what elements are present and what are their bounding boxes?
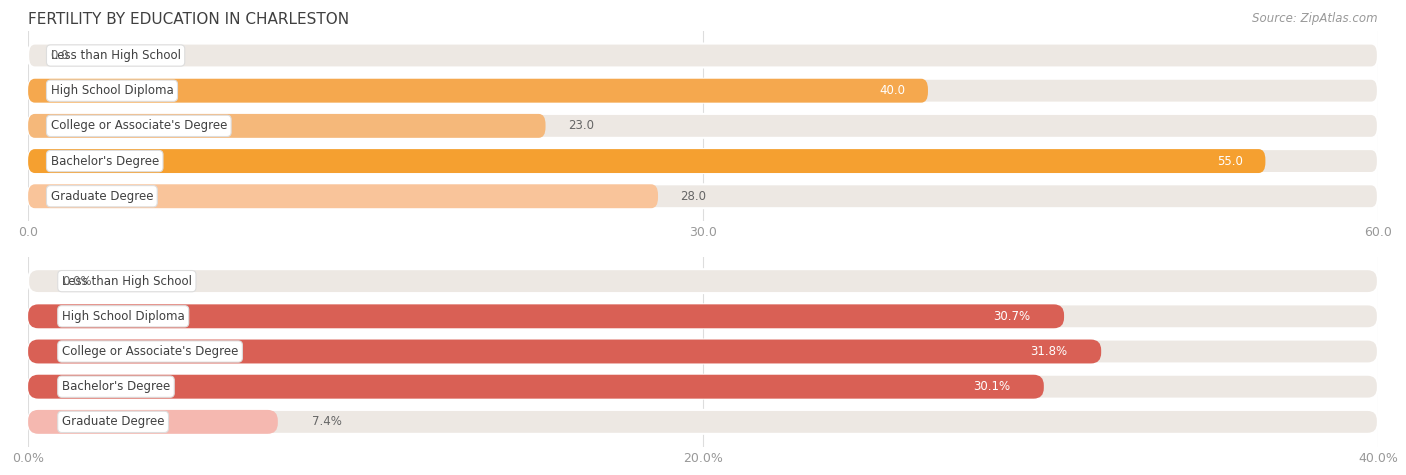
- Text: Graduate Degree: Graduate Degree: [62, 415, 165, 428]
- Text: Less than High School: Less than High School: [51, 49, 180, 62]
- FancyBboxPatch shape: [28, 410, 1378, 434]
- FancyBboxPatch shape: [28, 269, 1378, 293]
- Text: 28.0: 28.0: [681, 190, 706, 203]
- Text: 23.0: 23.0: [568, 119, 593, 133]
- FancyBboxPatch shape: [28, 79, 1378, 103]
- Text: 55.0: 55.0: [1218, 154, 1243, 168]
- FancyBboxPatch shape: [28, 304, 1064, 328]
- FancyBboxPatch shape: [28, 410, 278, 434]
- Text: High School Diploma: High School Diploma: [51, 84, 173, 97]
- Text: 0.0: 0.0: [51, 49, 69, 62]
- FancyBboxPatch shape: [28, 114, 546, 138]
- FancyBboxPatch shape: [28, 44, 1378, 67]
- FancyBboxPatch shape: [28, 114, 1378, 138]
- FancyBboxPatch shape: [28, 149, 1378, 173]
- FancyBboxPatch shape: [28, 340, 1378, 363]
- Text: Source: ZipAtlas.com: Source: ZipAtlas.com: [1253, 12, 1378, 25]
- Text: 7.4%: 7.4%: [312, 415, 342, 428]
- Text: 0.0%: 0.0%: [62, 275, 91, 288]
- FancyBboxPatch shape: [28, 340, 1101, 363]
- Text: 30.7%: 30.7%: [993, 310, 1031, 323]
- Text: Less than High School: Less than High School: [62, 275, 191, 288]
- Text: College or Associate's Degree: College or Associate's Degree: [62, 345, 238, 358]
- FancyBboxPatch shape: [28, 375, 1378, 399]
- Text: High School Diploma: High School Diploma: [62, 310, 184, 323]
- Text: 40.0: 40.0: [880, 84, 905, 97]
- FancyBboxPatch shape: [28, 184, 658, 208]
- FancyBboxPatch shape: [28, 304, 1378, 328]
- FancyBboxPatch shape: [28, 184, 1378, 208]
- Text: 30.1%: 30.1%: [973, 380, 1010, 393]
- Text: 31.8%: 31.8%: [1031, 345, 1067, 358]
- FancyBboxPatch shape: [28, 149, 1265, 173]
- Text: FERTILITY BY EDUCATION IN CHARLESTON: FERTILITY BY EDUCATION IN CHARLESTON: [28, 12, 349, 27]
- Text: Graduate Degree: Graduate Degree: [51, 190, 153, 203]
- Text: Bachelor's Degree: Bachelor's Degree: [62, 380, 170, 393]
- Text: College or Associate's Degree: College or Associate's Degree: [51, 119, 226, 133]
- FancyBboxPatch shape: [28, 79, 928, 103]
- Text: Bachelor's Degree: Bachelor's Degree: [51, 154, 159, 168]
- FancyBboxPatch shape: [28, 375, 1043, 399]
